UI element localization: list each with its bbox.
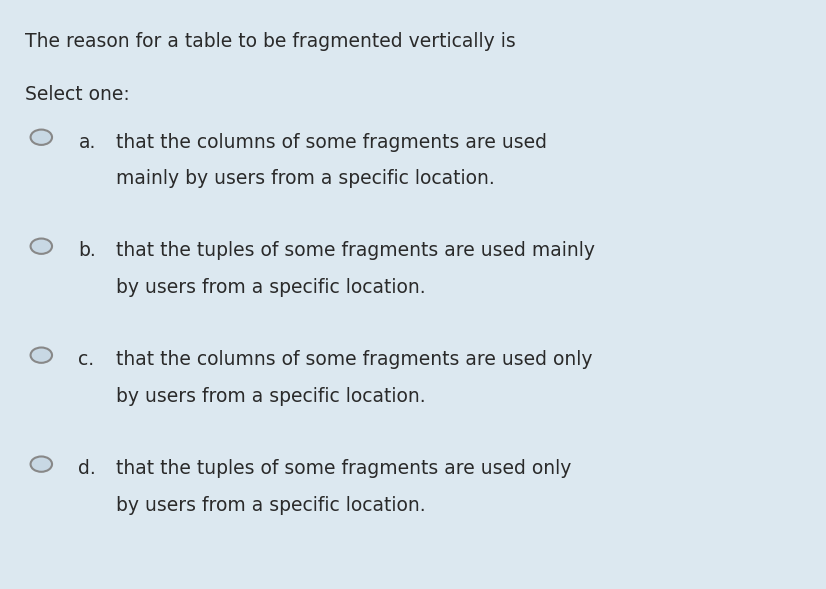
Text: a.: a.: [78, 133, 96, 151]
Text: that the columns of some fragments are used only: that the columns of some fragments are u…: [116, 350, 592, 369]
Circle shape: [31, 130, 52, 145]
Text: by users from a specific location.: by users from a specific location.: [116, 496, 425, 515]
Text: by users from a specific location.: by users from a specific location.: [116, 387, 425, 406]
Text: that the tuples of some fragments are used only: that the tuples of some fragments are us…: [116, 459, 571, 478]
Text: d.: d.: [78, 459, 96, 478]
Text: b.: b.: [78, 241, 96, 260]
Circle shape: [31, 239, 52, 254]
Circle shape: [31, 348, 52, 363]
Circle shape: [31, 456, 52, 472]
Text: mainly by users from a specific location.: mainly by users from a specific location…: [116, 169, 495, 188]
Text: Select one:: Select one:: [25, 85, 130, 104]
Text: that the tuples of some fragments are used mainly: that the tuples of some fragments are us…: [116, 241, 595, 260]
Text: by users from a specific location.: by users from a specific location.: [116, 278, 425, 297]
Text: that the columns of some fragments are used: that the columns of some fragments are u…: [116, 133, 547, 151]
Text: c.: c.: [78, 350, 95, 369]
Text: The reason for a table to be fragmented vertically is: The reason for a table to be fragmented …: [25, 32, 515, 51]
